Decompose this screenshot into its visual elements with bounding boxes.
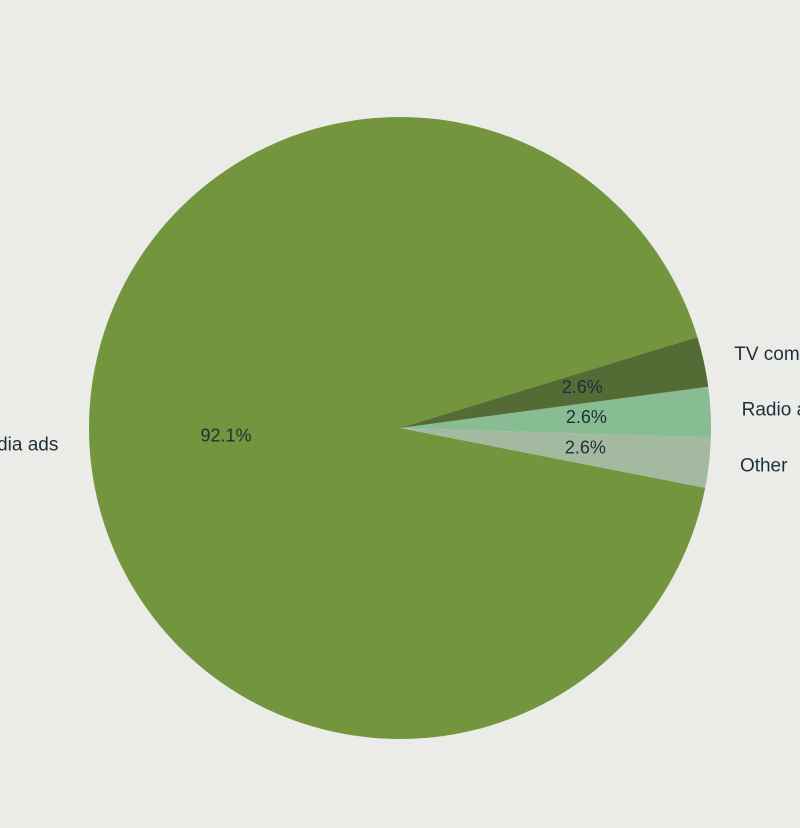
pct-label-tv-commercials: 2.6% <box>562 377 603 397</box>
pie-labels: 92.1% Social media ads 2.6% Other 2.6% Radio … <box>0 344 800 476</box>
slice-radio-ads <box>400 386 711 438</box>
slice-other <box>400 428 711 488</box>
slice-tv-commercials <box>400 337 709 428</box>
pct-label-social-media-ads: 92.1% <box>201 426 252 446</box>
category-label-other: Other <box>740 455 788 476</box>
pct-label-radio-ads: 2.6% <box>566 407 607 427</box>
pct-label-other: 2.6% <box>565 438 606 458</box>
category-label-radio-ads: Radio ads <box>742 399 800 420</box>
category-label-tv-commercials: TV commercials <box>734 344 800 365</box>
slice-social-media-ads <box>88 116 706 739</box>
pie-slices <box>88 116 711 739</box>
category-label-social-media-ads: Social media ads <box>0 435 58 456</box>
